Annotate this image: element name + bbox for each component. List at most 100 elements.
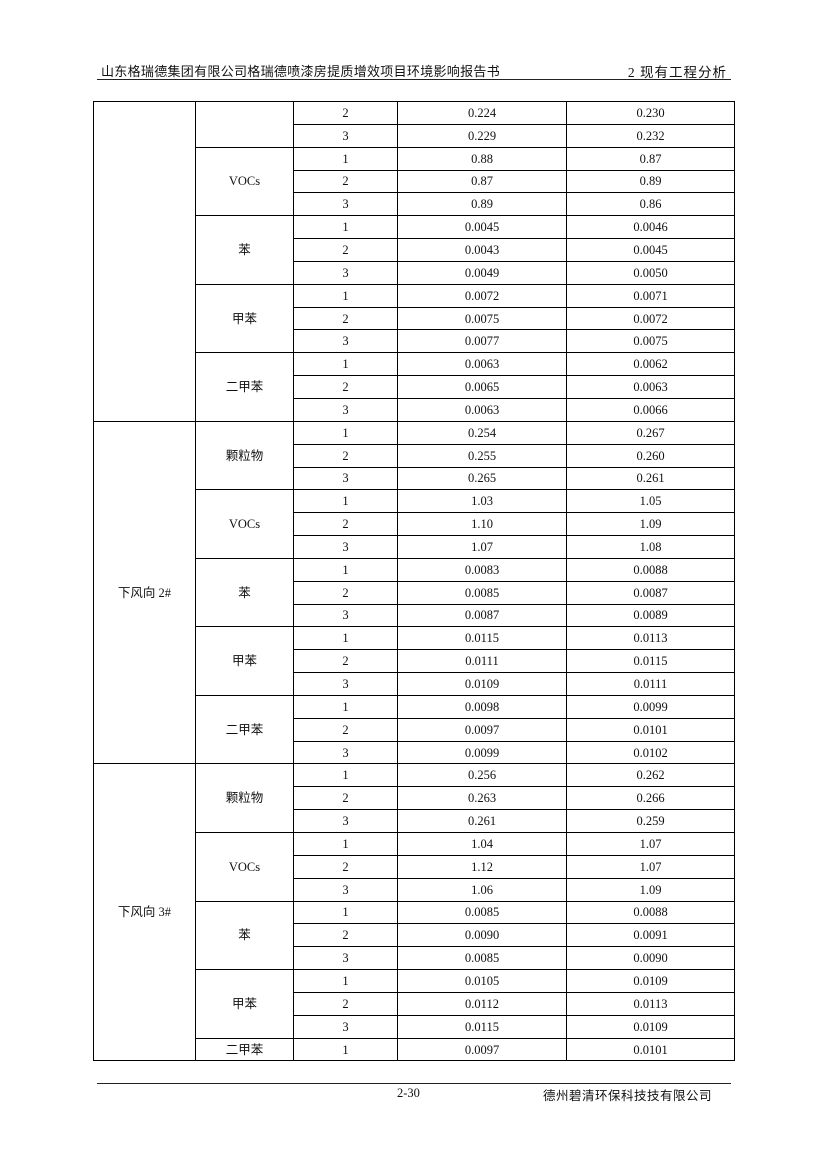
table-row: VOCs 1 1.04 1.07 <box>94 832 735 902</box>
table-row: 甲苯 1 0.0105 0.0109 <box>94 969 735 1039</box>
value-cell: 0.0072 <box>566 306 735 331</box>
value-cell: 0.86 <box>566 192 735 217</box>
sample-number-cell: 3 <box>293 535 398 559</box>
value-cell: 0.0066 <box>566 397 735 422</box>
value-cell: 0.267 <box>566 420 735 445</box>
sample-number-cell: 3 <box>293 397 398 422</box>
sample-number-cell: 1 <box>293 832 398 856</box>
value-cell: 1.05 <box>566 489 735 514</box>
value-cell: 0.0097 <box>397 717 567 742</box>
sample-number-cell: 3 <box>293 260 398 285</box>
table-row: 3 0.0115 0.0109 <box>94 1014 735 1039</box>
value-cell: 0.0085 <box>397 946 567 971</box>
table-row: 2 0.87 0.89 <box>94 169 735 194</box>
sample-number-cell: 2 <box>293 786 398 811</box>
value-cell: 0.0089 <box>566 603 735 628</box>
value-cell: 0.0088 <box>566 900 735 925</box>
header-title: 山东格瑞德集团有限公司格瑞德喷漆房提质增效项目环境影响报告书 <box>101 64 501 79</box>
sample-number-cell: 1 <box>293 557 398 582</box>
value-cell: 0.263 <box>397 786 567 811</box>
value-cell: 1.06 <box>397 877 567 902</box>
value-cell: 0.0088 <box>566 557 735 582</box>
pollutant-cell: 二甲苯 <box>195 1037 294 1062</box>
table-row: 3 0.229 0.232 <box>94 123 735 148</box>
value-cell: 0.0087 <box>566 580 735 605</box>
sample-number-cell: 2 <box>293 923 398 948</box>
table-row: 3 0.0099 0.0102 <box>94 740 735 765</box>
sample-number-cell: 1 <box>293 763 398 788</box>
page-number: 2-30 <box>397 1086 420 1100</box>
pollutant-cell <box>195 101 294 148</box>
value-cell: 0.0113 <box>566 991 735 1016</box>
value-cell: 0.229 <box>397 123 567 148</box>
sample-number-cell: 2 <box>293 238 398 262</box>
value-cell: 0.0085 <box>397 580 567 605</box>
footer-company: 德州碧清环保科技技有限公司 <box>542 1089 712 1103</box>
table-row: 3 0.0085 0.0090 <box>94 946 735 971</box>
sample-number-cell: 3 <box>293 192 398 217</box>
value-cell: 0.0063 <box>397 352 567 377</box>
value-cell: 0.0111 <box>566 672 735 696</box>
sample-number-cell: 2 <box>293 854 398 879</box>
value-cell: 1.09 <box>566 512 735 537</box>
value-cell: 0.266 <box>566 786 735 811</box>
value-cell: 0.0072 <box>397 283 567 308</box>
table-row: 3 0.261 0.259 <box>94 809 735 833</box>
pollutant-cell: 颗粒物 <box>195 763 294 833</box>
value-cell: 0.0043 <box>397 238 567 262</box>
value-cell: 0.265 <box>397 466 567 491</box>
value-cell: 0.0083 <box>397 557 567 582</box>
pollutant-cell: 苯 <box>195 215 294 285</box>
table-row: 苯 1 0.0045 0.0046 <box>94 215 735 285</box>
location-cell <box>93 101 196 422</box>
table-row: 2 1.10 1.09 <box>94 512 735 537</box>
value-cell: 1.08 <box>566 535 735 559</box>
value-cell: 0.0099 <box>397 740 567 765</box>
sample-number-cell: 2 <box>293 443 398 468</box>
table-row: 3 0.0063 0.0066 <box>94 397 735 422</box>
table-row: 3 0.0087 0.0089 <box>94 603 735 628</box>
value-cell: 0.0115 <box>397 626 567 651</box>
sample-number-cell: 3 <box>293 809 398 833</box>
value-cell: 0.0062 <box>566 352 735 377</box>
value-cell: 0.0090 <box>397 923 567 948</box>
value-cell: 0.0045 <box>397 215 567 240</box>
pollutant-cell: VOCs <box>195 832 294 902</box>
value-cell: 0.87 <box>397 169 567 194</box>
value-cell: 0.0071 <box>566 283 735 308</box>
value-cell: 0.0063 <box>397 397 567 422</box>
pollutant-cell: 甲苯 <box>195 626 294 696</box>
value-cell: 0.0098 <box>397 694 567 719</box>
sample-number-cell: 1 <box>293 283 398 308</box>
value-cell: 0.88 <box>397 146 567 171</box>
pollutant-cell: 二甲苯 <box>195 352 294 422</box>
value-cell: 0.0097 <box>397 1037 567 1062</box>
table-row: 甲苯 1 0.0072 0.0071 <box>94 283 735 354</box>
value-cell: 0.260 <box>566 443 735 468</box>
pollutant-cell: 颗粒物 <box>195 420 294 491</box>
value-cell: 1.07 <box>566 854 735 879</box>
table-row: 下风向 3# 颗粒物 1 0.256 0.262 <box>93 763 735 1062</box>
pollutant-cell: 二甲苯 <box>195 694 294 765</box>
sample-number-cell: 3 <box>293 672 398 696</box>
value-cell: 0.262 <box>566 763 735 788</box>
sample-number-cell: 3 <box>293 329 398 354</box>
value-cell: 0.0099 <box>566 694 735 719</box>
sample-number-cell: 1 <box>293 969 398 993</box>
value-cell: 0.89 <box>566 169 735 194</box>
value-cell: 0.0109 <box>566 1014 735 1039</box>
header-chapter: 2 现有工程分析 <box>627 65 727 80</box>
value-cell: 0.0115 <box>566 649 735 674</box>
value-cell: 1.12 <box>397 854 567 879</box>
sample-number-cell: 1 <box>293 420 398 445</box>
pollutant-cell: 甲苯 <box>195 283 294 354</box>
sample-number-cell: 2 <box>293 649 398 674</box>
value-cell: 0.0046 <box>566 215 735 240</box>
pollutant-cell: 苯 <box>195 557 294 628</box>
value-cell: 0.0109 <box>397 672 567 696</box>
sample-number-cell: 3 <box>293 877 398 902</box>
monitoring-data-table: 2 0.224 0.230 3 0.229 0.232 VOCs 1 0.88 0.87 2 0.87… <box>93 101 735 1062</box>
value-cell: 0.255 <box>397 443 567 468</box>
value-cell: 0.0045 <box>566 238 735 262</box>
table-row: 3 1.07 1.08 <box>94 535 735 559</box>
